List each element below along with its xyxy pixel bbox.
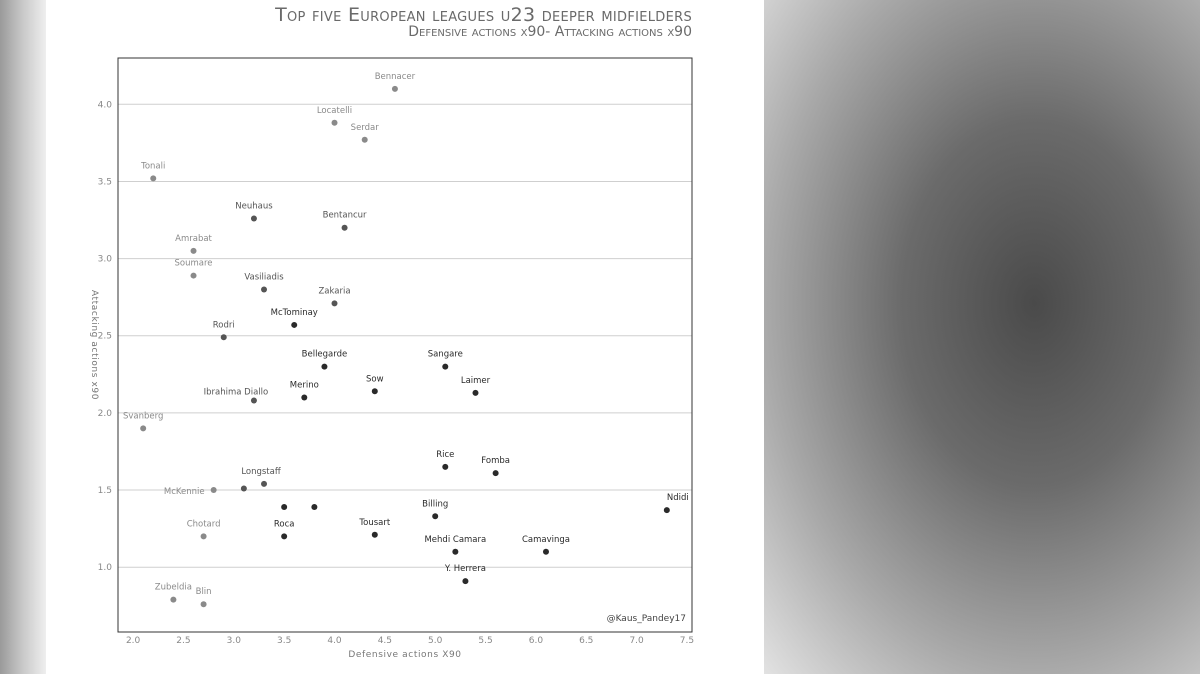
- x-tick-label: 2.0: [126, 636, 141, 646]
- point-label: Merino: [290, 380, 319, 390]
- scatter-plot: 1.0 1.5 2.0 2.5 3.0 3.5 4.0 2.0 2.5 3.0 3.5 4.0 4.5 5…: [89, 57, 694, 660]
- x-tick-label: 6.0: [529, 636, 544, 646]
- point-label: Neuhaus: [235, 201, 273, 211]
- point-label: Zakaria: [318, 286, 350, 296]
- point-label: Svanberg: [123, 411, 163, 421]
- chart-card: Top five European leagues u23 deeper mid…: [46, 0, 764, 674]
- point-label: Blin: [196, 587, 212, 597]
- credit-label: @Kaus_Pandey17: [607, 614, 686, 624]
- data-point: [190, 247, 197, 254]
- data-point: [220, 334, 227, 341]
- data-point: [190, 272, 197, 279]
- x-tick-label: 5.5: [478, 636, 492, 646]
- point-label: Bellegarde: [302, 350, 348, 360]
- data-point: [452, 548, 459, 555]
- data-point: [663, 507, 670, 514]
- data-point: [261, 480, 268, 487]
- data-point: [371, 531, 378, 538]
- data-point: [140, 425, 147, 432]
- point-label: Locatelli: [317, 106, 352, 116]
- data-point: [240, 485, 247, 492]
- y-axis-label: Attacking actions x90: [89, 290, 99, 400]
- data-point: [200, 533, 207, 540]
- data-point: [281, 504, 288, 511]
- y-tick-label: 2.0: [98, 409, 113, 419]
- data-point: [442, 463, 449, 470]
- point-label: Sangare: [428, 350, 463, 360]
- data-point: [361, 136, 368, 143]
- data-point: [250, 397, 257, 404]
- chart-title: Top five European leagues u23 deeper mid…: [275, 4, 692, 26]
- point-label: Amrabat: [175, 234, 212, 244]
- point-label: McKennie: [164, 487, 205, 497]
- point-label: Tousart: [358, 518, 390, 528]
- point-label: Bennacer: [375, 72, 416, 82]
- y-tick-label: 1.5: [98, 486, 112, 496]
- point-label: Fomba: [481, 456, 510, 466]
- x-tick-label: 3.5: [277, 636, 291, 646]
- data-point: [200, 601, 207, 608]
- point-label: Sow: [366, 374, 384, 384]
- x-tick-label: 7.5: [680, 636, 694, 646]
- y-tick-label: 3.0: [98, 255, 113, 265]
- data-point: [542, 548, 549, 555]
- x-tick-label: 3.0: [227, 636, 242, 646]
- point-label: Camavinga: [522, 535, 570, 545]
- point-label: Roca: [274, 519, 295, 529]
- y-tick-label: 3.5: [98, 177, 112, 187]
- point-label: Bentancur: [323, 211, 367, 221]
- point-label: Rice: [436, 450, 454, 460]
- x-tick-label: 4.0: [327, 636, 342, 646]
- data-point: [210, 487, 217, 494]
- point-label: Zubeldia: [155, 583, 192, 593]
- point-label: Laimer: [461, 376, 491, 386]
- data-point: [331, 300, 338, 307]
- x-axis-label: Defensive actions X90: [348, 650, 461, 660]
- y-tick-label: 4.0: [98, 100, 113, 110]
- data-point: [281, 533, 288, 540]
- point-label: Longstaff: [241, 467, 282, 477]
- data-point: [261, 286, 268, 293]
- data-point: [321, 363, 328, 370]
- point-label: Chotard: [187, 519, 221, 529]
- data-point: [150, 175, 157, 182]
- point-label: Soumare: [175, 259, 213, 269]
- point-label: Ibrahima Diallo: [204, 388, 269, 398]
- data-point: [371, 388, 378, 395]
- data-point: [462, 578, 469, 585]
- point-label: Ndidi: [667, 493, 689, 503]
- data-point: [331, 119, 338, 126]
- point-label: Y. Herrera: [444, 564, 486, 574]
- data-point: [301, 394, 308, 401]
- chart-subtitle: Defensive actions x90- Attacking actions…: [408, 24, 692, 40]
- data-point: [472, 389, 479, 396]
- data-point: [432, 513, 439, 520]
- data-point: [341, 224, 348, 231]
- point-label: Rodri: [213, 320, 235, 330]
- x-tick-label: 5.0: [428, 636, 443, 646]
- data-point: [170, 596, 177, 603]
- left-blur-edge: [0, 0, 46, 674]
- y-tick-label: 1.0: [98, 563, 113, 573]
- point-label: Tonali: [140, 161, 165, 171]
- plot-frame: [117, 57, 693, 633]
- point-label: Mehdi Camara: [424, 535, 486, 545]
- data-point: [250, 215, 257, 222]
- point-label: McTominay: [271, 308, 318, 318]
- point-label: Serdar: [351, 123, 380, 133]
- y-tick-label: 2.5: [98, 332, 112, 342]
- data-point: [391, 85, 398, 92]
- x-tick-label: 7.0: [629, 636, 644, 646]
- x-tick-label: 4.5: [378, 636, 392, 646]
- x-tick-label: 2.5: [176, 636, 190, 646]
- data-point: [492, 470, 499, 477]
- blurred-background-panel: [764, 0, 1200, 674]
- x-tick-label: 6.5: [579, 636, 593, 646]
- data-point: [442, 363, 449, 370]
- data-point: [291, 321, 298, 328]
- point-label: Billing: [422, 499, 448, 509]
- point-label: Vasiliadis: [244, 272, 284, 282]
- data-point: [311, 504, 318, 511]
